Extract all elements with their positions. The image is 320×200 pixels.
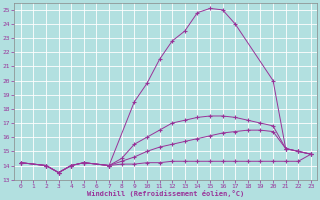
X-axis label: Windchill (Refroidissement éolien,°C): Windchill (Refroidissement éolien,°C) — [87, 190, 244, 197]
